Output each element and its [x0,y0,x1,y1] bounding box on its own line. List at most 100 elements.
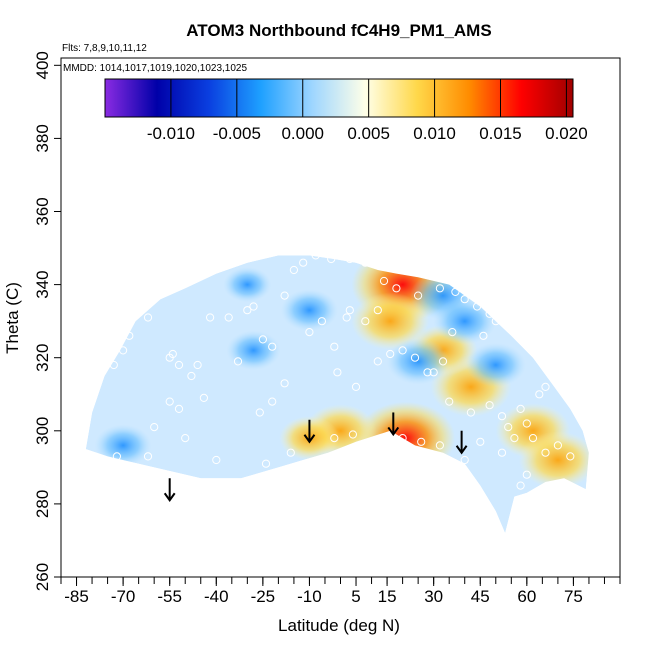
observation-point [311,251,320,260]
observation-point [327,254,336,264]
observation-point [497,412,507,421]
observation-point [330,342,339,351]
colorbar-gradient [104,78,574,118]
x-tick-label: 75 [564,587,583,606]
observation-point [553,368,563,377]
anomaly-core [223,267,272,303]
observation-point [125,331,134,340]
observation-point [280,291,289,300]
observation-point [361,317,370,326]
observation-point [516,481,525,490]
observation-point [174,404,184,413]
y-tick-label: 360 [33,197,52,225]
observation-point [528,434,538,443]
x-tick-label: 5 [351,587,360,606]
observation-point [206,313,215,322]
observation-point [373,306,382,315]
observation-point [522,419,531,428]
observation-point [305,328,314,337]
observation-point [199,393,208,402]
x-tick-label: 15 [378,587,397,606]
observation-point [348,430,357,439]
observation-point [435,284,444,293]
observation-point [286,448,295,457]
observation-point [460,295,469,304]
y-tick-label: 260 [33,563,52,591]
observation-point [535,390,544,399]
anomaly-core [94,424,152,467]
x-tick-label: -40 [204,587,229,606]
observation-point [429,368,438,377]
y-tick-label: 340 [33,270,52,298]
observation-point [541,448,550,457]
observation-point [553,441,563,450]
observation-point [249,302,258,311]
y-tick-label: 400 [33,51,52,79]
anomaly-core [386,338,450,385]
observation-point [435,441,444,450]
anomaly-core [518,431,589,489]
observation-point [345,306,354,315]
tropopause-arrow [163,478,176,502]
x-tick-label: 60 [517,587,536,606]
observation-point [351,382,361,391]
field-background [85,255,589,534]
observation-point [410,353,420,362]
observation-point [317,317,326,326]
heatmap-field [85,255,589,534]
x-tick-label: 30 [424,587,443,606]
x-tick-label: -55 [157,587,182,606]
anomaly-core [280,289,338,332]
observation-point [143,313,153,322]
observation-point [417,437,426,446]
observation-point [373,357,382,366]
observation-point [88,382,97,391]
observation-point [289,265,298,275]
y-axis-label: Theta (C) [3,282,22,354]
observation-point [423,368,432,377]
observation-point [466,408,475,417]
x-axis-label: Latitude (deg N) [278,616,400,635]
y-tick-label: 380 [33,124,52,152]
observation-point [233,357,243,366]
observation-point [485,401,494,410]
observation-point [491,317,500,326]
observation-point [516,404,525,413]
x-tick-label: -25 [251,587,276,606]
colorbar-tick-label: 0.015 [479,124,522,143]
observation-point [342,313,351,322]
observation-point [174,360,184,370]
observation-point [168,349,177,359]
x-tick-label: -85 [64,587,89,606]
anomaly-core [226,330,281,371]
x-tick-label: -10 [297,587,322,606]
observation-point [212,455,221,465]
colorbar: -0.010 -0.005 0.000 0.005 0.010 0.015 0.020 [104,78,588,143]
observation-point [361,258,370,267]
observation-point [268,397,277,406]
observation-markers [88,251,575,490]
tropopause-arrow [455,430,468,455]
observation-point [119,346,128,355]
observation-point [504,423,513,432]
y-axis: 260 280 300 320 340 360 380 400 [33,51,61,591]
observation-point [143,452,153,461]
observation-point [476,437,485,446]
observation-point [479,331,488,340]
observation-point [398,346,407,355]
observation-point [243,306,252,315]
observation-point [438,357,448,366]
tropopause-arrows [163,412,468,502]
flights-note: Flts: 7,8,9,10,11,12 [62,43,147,54]
observation-point [187,371,196,381]
observation-point [541,382,550,391]
chart-title: ATOM3 Northbound fC4H9_PM1_AMS [186,21,491,40]
observation-point [414,291,423,300]
observation-point [261,459,271,468]
observation-point [379,276,389,286]
tropopause-arrow [303,419,316,444]
observation-point [268,342,277,351]
observation-point [255,408,264,417]
colorbar-tick-label: -0.010 [147,124,195,143]
y-tick-label: 280 [33,490,52,518]
